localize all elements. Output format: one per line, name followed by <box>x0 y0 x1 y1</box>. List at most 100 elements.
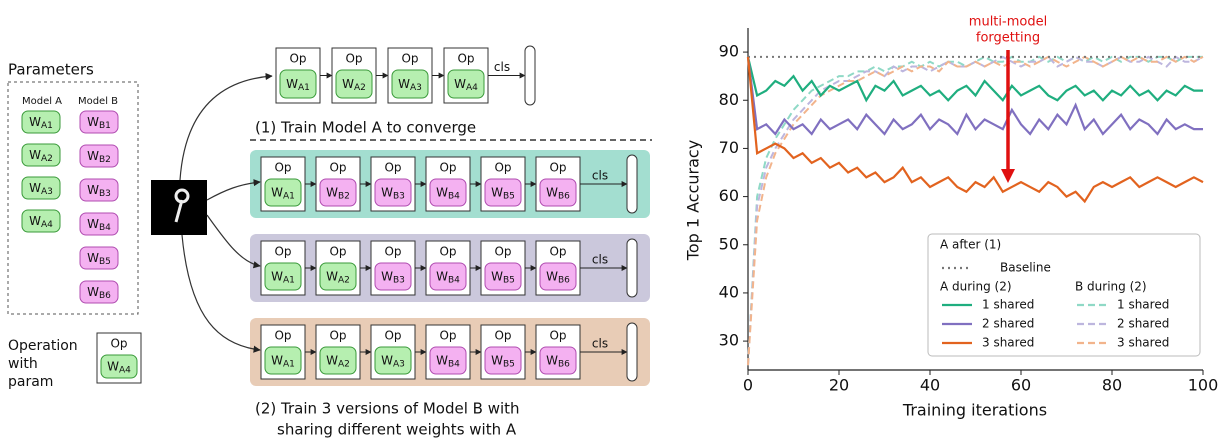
weight-symbol: W <box>381 269 393 283</box>
legend-label: 1 shared <box>1117 298 1169 312</box>
weight-subscript: A2 <box>338 359 350 369</box>
weight-symbol: W <box>107 359 119 373</box>
figure: Parameters Model A Model B Operation wit… <box>0 0 1231 442</box>
weight-symbol: W <box>398 77 410 91</box>
legend-group-title: A after (1) <box>940 238 1001 252</box>
op-label: Op <box>549 245 566 259</box>
op-label: Op <box>274 161 291 175</box>
op-label: Op <box>384 245 401 259</box>
weight-subscript: B2 <box>99 155 111 165</box>
cls-label: cls <box>592 169 608 183</box>
weight-subscript: A1 <box>283 275 295 285</box>
weight-symbol: W <box>87 251 99 265</box>
op-label: Op <box>549 329 566 343</box>
weight-subscript: B4 <box>99 223 111 233</box>
op-label: Op <box>549 161 566 175</box>
weight-subscript: B3 <box>99 189 111 199</box>
weight-symbol: W <box>326 185 338 199</box>
legend-label: 2 shared <box>1117 317 1169 331</box>
weight-symbol: W <box>546 185 558 199</box>
legend-label: Baseline <box>1000 261 1051 275</box>
legend-label: 3 shared <box>982 336 1034 350</box>
x-tick-label: 60 <box>1011 376 1031 395</box>
weight-subscript: A2 <box>41 154 53 164</box>
weight-subscript: A2 <box>354 83 366 93</box>
op-label: Op <box>384 161 401 175</box>
x-tick-label: 20 <box>829 376 849 395</box>
op-label: Op <box>439 161 456 175</box>
weight-symbol: W <box>381 353 393 367</box>
op-label: Op <box>329 329 346 343</box>
annotation: multi-model <box>969 15 1047 30</box>
weight-symbol: W <box>29 148 41 162</box>
weight-symbol: W <box>87 149 99 163</box>
step2-caption: sharing different weights with A <box>277 421 517 439</box>
weight-symbol: W <box>491 353 503 367</box>
weight-symbol: W <box>29 181 41 195</box>
op-label: Op <box>289 52 306 66</box>
weight-symbol: W <box>381 185 393 199</box>
cls-label: cls <box>592 337 608 351</box>
legend-label: 3 shared <box>1117 336 1169 350</box>
weight-symbol: W <box>436 185 448 199</box>
op-label: Op <box>439 245 456 259</box>
weight-subscript: B6 <box>558 275 570 285</box>
legend-group-title: B during (2) <box>1075 280 1147 294</box>
op-label: Op <box>494 161 511 175</box>
weight-symbol: W <box>436 269 448 283</box>
y-tick-label: 70 <box>719 138 739 157</box>
x-tick-label: 100 <box>1188 376 1219 395</box>
weight-subscript: B3 <box>393 275 405 285</box>
weight-subscript: B5 <box>503 275 515 285</box>
weight-symbol: W <box>87 183 99 197</box>
weight-subscript: A4 <box>119 365 131 375</box>
op-label: Op <box>329 161 346 175</box>
classifier <box>525 46 535 105</box>
legend-label: 1 shared <box>982 298 1034 312</box>
model-label: Model B <box>78 96 118 107</box>
op-label: Op <box>274 329 291 343</box>
classifier <box>627 155 637 213</box>
weight-subscript: A1 <box>283 359 295 369</box>
series-line <box>748 57 1203 100</box>
weight-subscript: B6 <box>558 191 570 201</box>
weight-symbol: W <box>271 269 283 283</box>
weight-subscript: B5 <box>503 191 515 201</box>
op-label: Op <box>110 337 127 351</box>
weight-symbol: W <box>491 185 503 199</box>
legend-op-text: with <box>8 356 38 372</box>
weight-symbol: W <box>326 269 338 283</box>
weight-subscript: B3 <box>393 191 405 201</box>
arrow <box>182 235 260 350</box>
x-axis-label: Training iterations <box>902 401 1047 420</box>
weight-subscript: B4 <box>448 191 460 201</box>
weight-symbol: W <box>436 353 448 367</box>
y-axis-label: Top 1 Accuracy <box>684 140 703 261</box>
weight-subscript: A1 <box>283 191 295 201</box>
weight-symbol: W <box>546 353 558 367</box>
weight-subscript: A4 <box>466 83 478 93</box>
weight-symbol: W <box>87 285 99 299</box>
weight-subscript: A4 <box>41 220 53 230</box>
weight-subscript: A1 <box>298 83 310 93</box>
weight-subscript: A3 <box>410 83 422 93</box>
legend-op-text: param <box>8 374 53 390</box>
op-label: Op <box>329 245 346 259</box>
y-tick-label: 40 <box>719 282 739 301</box>
op-label: Op <box>457 52 474 66</box>
cls-label: cls <box>494 60 510 74</box>
weight-symbol: W <box>29 214 41 228</box>
annotation: forgetting <box>976 31 1040 46</box>
weight-symbol: W <box>29 115 41 129</box>
classifier <box>627 323 637 381</box>
op-label: Op <box>401 52 418 66</box>
x-tick-label: 0 <box>743 376 753 395</box>
y-tick-label: 60 <box>719 186 739 205</box>
weight-subscript: A1 <box>41 121 53 131</box>
weight-subscript: B4 <box>448 359 460 369</box>
y-tick-label: 30 <box>719 331 739 350</box>
classifier <box>627 239 637 297</box>
weight-subscript: A3 <box>393 359 405 369</box>
weight-subscript: B4 <box>448 275 460 285</box>
model-label: Model A <box>22 96 62 107</box>
